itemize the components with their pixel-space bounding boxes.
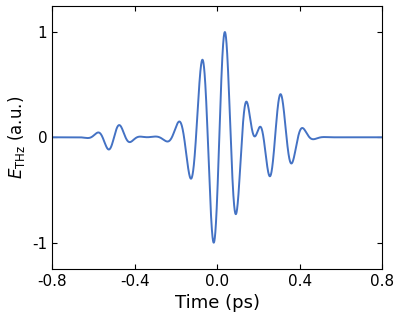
Y-axis label: $E_{\mathrm{THz}}$ (a.u.): $E_{\mathrm{THz}}$ (a.u.) [6, 96, 26, 179]
X-axis label: Time (ps): Time (ps) [175, 294, 260, 313]
